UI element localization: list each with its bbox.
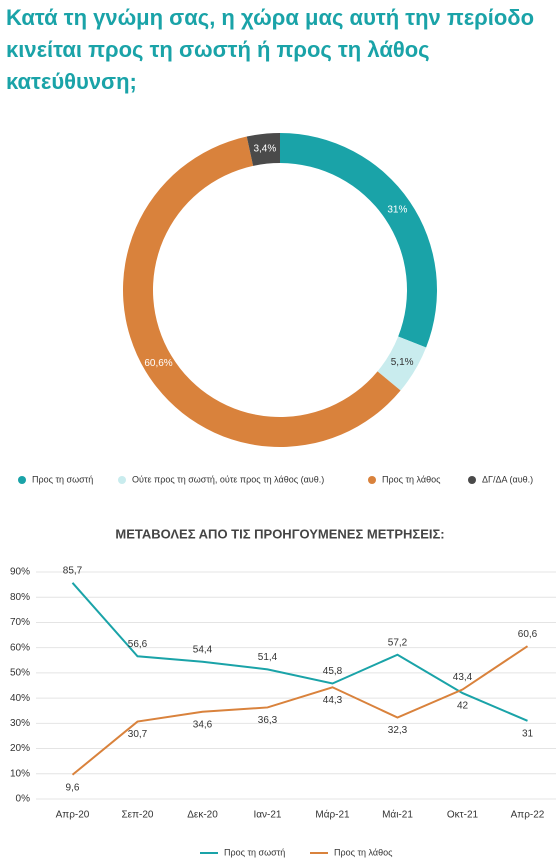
- y-tick-label: 60%: [10, 642, 30, 653]
- data-label: 54,4: [193, 644, 213, 655]
- data-label: 44,3: [323, 695, 343, 706]
- data-label: 31: [522, 728, 534, 739]
- x-tick-label: Οκτ-21: [447, 810, 479, 821]
- chart-title: Κατά τη γνώμη σας, η χώρα μας αυτή την π…: [6, 5, 535, 94]
- y-tick-label: 90%: [10, 567, 30, 578]
- data-label: 85,7: [63, 565, 83, 576]
- data-label: 36,3: [258, 715, 278, 726]
- line-chart-title: ΜΕΤΑΒΟΛΕΣ ΑΠΟ ΤΙΣ ΠΡΟΗΓΟΥΜΕΝΕΣ ΜΕΤΡΗΣΕΙΣ…: [115, 526, 444, 541]
- data-label: 43,4: [453, 672, 473, 683]
- legend-label: Προς τη σωστή: [32, 474, 93, 484]
- x-tick-label: Ιαν-21: [253, 810, 281, 821]
- y-tick-label: 0%: [16, 794, 31, 805]
- data-label: 30,7: [128, 729, 148, 740]
- title-box: Κατά τη γνώμη σας, η χώρα μας αυτή την π…: [6, 5, 535, 94]
- x-tick-label: Σεπ-20: [122, 810, 154, 821]
- data-label: 9,6: [66, 782, 80, 793]
- data-label: 34,6: [193, 719, 213, 730]
- data-label: 57,2: [388, 637, 408, 648]
- y-tick-label: 70%: [10, 617, 30, 628]
- slice-label: 60,6%: [144, 358, 172, 369]
- donut-slice: [377, 336, 427, 391]
- x-tick-label: Απρ-22: [511, 810, 545, 821]
- legend-swatch: [468, 476, 476, 484]
- x-tick-label: Μάι-21: [382, 809, 413, 821]
- y-tick-label: 30%: [10, 718, 30, 729]
- donut-slice: [280, 133, 438, 348]
- data-label: 32,3: [388, 725, 408, 736]
- data-label: 45,8: [323, 666, 343, 677]
- legend-label: Ούτε προς τη σωστή, ούτε προς τη λάθος (…: [132, 474, 324, 484]
- x-tick-label: Απρ-20: [56, 810, 90, 821]
- legend-swatch: [368, 476, 376, 484]
- x-tick-label: Μάρ-21: [315, 809, 350, 821]
- data-label: 42: [457, 701, 469, 712]
- y-tick-label: 50%: [10, 668, 30, 679]
- legend-swatch: [18, 476, 26, 484]
- data-label: 51,4: [258, 652, 278, 663]
- slice-label: 31%: [387, 205, 407, 216]
- legend-label: Προς τη σωστή: [224, 847, 285, 857]
- legend-label: Προς τη λάθος: [382, 474, 441, 484]
- donut-slice: [123, 136, 401, 447]
- legend-swatch: [118, 476, 126, 484]
- line: [71, 582, 528, 722]
- y-tick-label: 20%: [10, 743, 30, 754]
- slice-label: 5,1%: [391, 357, 414, 368]
- y-tick-label: 40%: [10, 693, 30, 704]
- donut-slice: [246, 133, 280, 166]
- line: [71, 645, 529, 776]
- x-tick-label: Δεκ-20: [187, 810, 218, 821]
- data-label: 56,6: [128, 639, 148, 650]
- legend-label: Προς τη λάθος: [334, 847, 393, 857]
- legend-label: ΔΓ/ΔΑ (αυθ.): [482, 474, 533, 484]
- slice-label: 3,4%: [253, 143, 276, 154]
- data-label: 60,6: [518, 629, 538, 640]
- y-tick-label: 80%: [10, 592, 30, 603]
- y-tick-label: 10%: [10, 768, 30, 779]
